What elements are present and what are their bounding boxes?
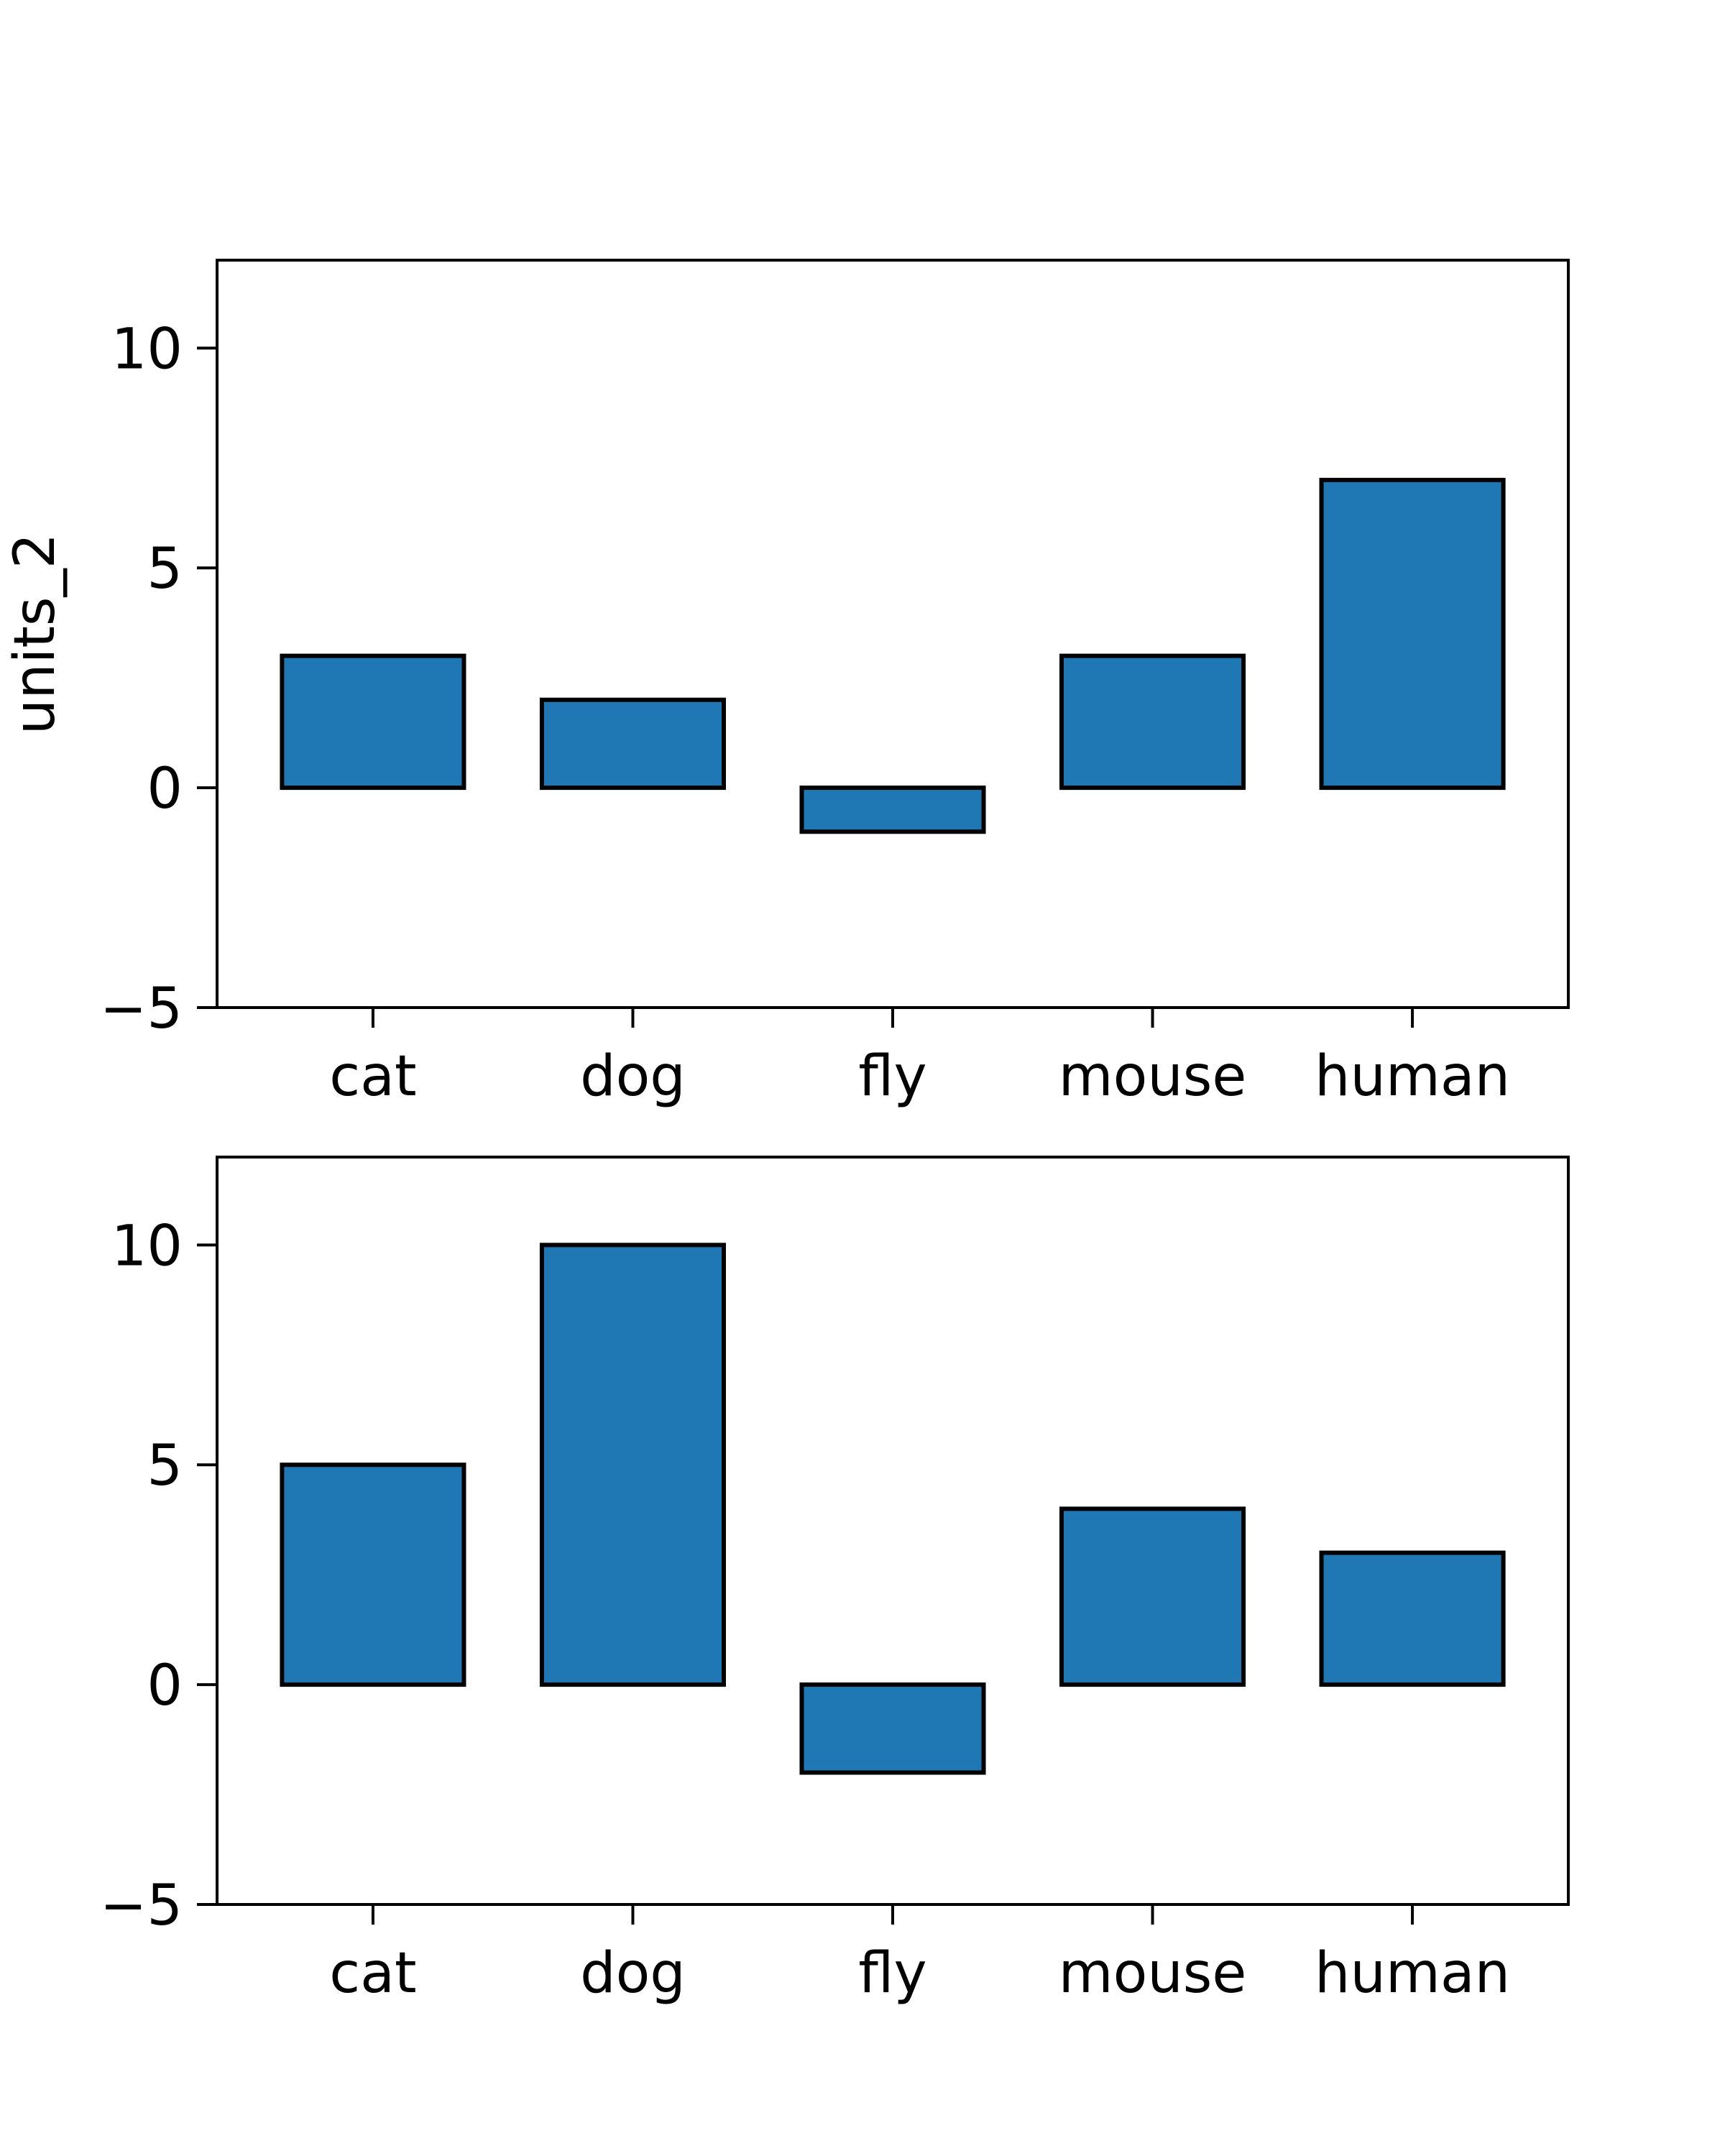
bar-mouse — [1059, 1506, 1246, 1687]
bar-cat — [280, 1462, 466, 1687]
bar-mouse — [1059, 653, 1246, 791]
x-axis-ticks: cat dog fly mouse human — [329, 1904, 1510, 2006]
y-tick-label--5: −5 — [100, 1874, 183, 1938]
bar-human — [1319, 1550, 1506, 1687]
bar-human — [1319, 477, 1506, 791]
bar-dog — [539, 1243, 727, 1687]
bar-fly — [799, 1682, 986, 1775]
bar-fly — [799, 786, 986, 834]
y-tick-label-10: 10 — [111, 317, 183, 382]
x-tick-label-dog: dog — [580, 1941, 686, 2006]
y-tick-label-0: 0 — [147, 757, 183, 821]
subplot-top: −5 0 5 10 cat dog fly mouse human units_2 — [3, 259, 1570, 1109]
x-tick-label-human: human — [1315, 1044, 1510, 1109]
x-axis-ticks: cat dog fly mouse human — [329, 1008, 1510, 1109]
bar-cat — [280, 653, 466, 791]
x-tick-label-dog: dog — [580, 1044, 686, 1109]
y-axis-ticks: −5 0 5 10 — [100, 317, 217, 1041]
y-tick-label--5: −5 — [100, 977, 183, 1041]
bars-group — [280, 1243, 1506, 1775]
y-axis-label: units_2 — [3, 533, 68, 734]
subplot-bottom: −5 0 5 10 cat dog fly mouse human — [100, 1156, 1570, 2006]
y-tick-label-5: 5 — [147, 1434, 183, 1498]
x-tick-label-human: human — [1315, 1941, 1510, 2006]
x-tick-label-mouse: mouse — [1059, 1941, 1247, 2006]
x-tick-label-fly: fly — [858, 1044, 926, 1109]
x-tick-label-cat: cat — [329, 1044, 416, 1109]
x-tick-label-fly: fly — [858, 1941, 926, 2006]
y-tick-label-0: 0 — [147, 1654, 183, 1718]
bars-group — [280, 477, 1506, 834]
bar-dog — [539, 697, 727, 791]
y-axis-ticks: −5 0 5 10 — [100, 1214, 217, 1938]
x-tick-label-cat: cat — [329, 1941, 416, 2006]
x-tick-label-mouse: mouse — [1059, 1044, 1247, 1109]
y-tick-label-10: 10 — [111, 1214, 183, 1279]
y-tick-label-5: 5 — [147, 537, 183, 602]
